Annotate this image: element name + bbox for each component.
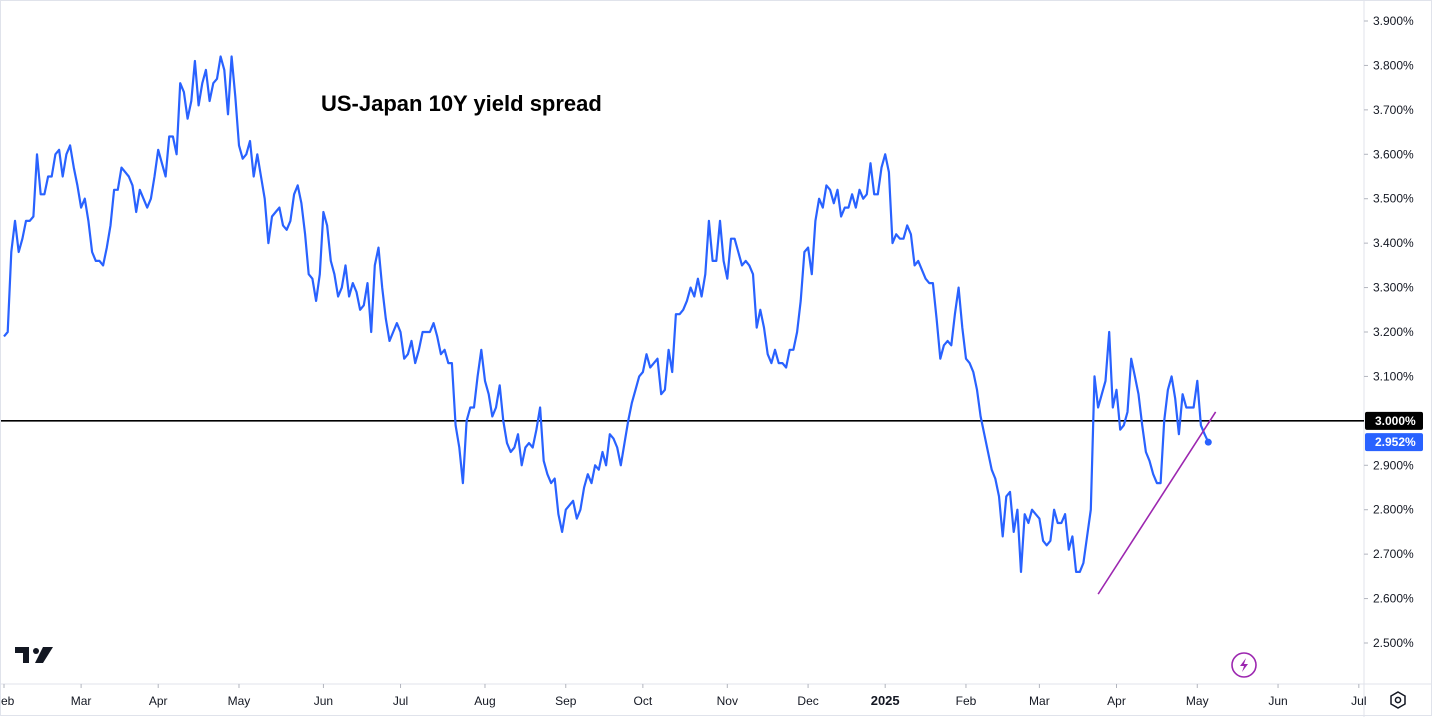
x-tick-label: Sep [555, 694, 577, 708]
x-tick-label: 2025 [871, 693, 900, 708]
x-tick-label: May [228, 694, 251, 708]
x-tick-label: Oct [634, 694, 653, 708]
y-tick-label: 3.400% [1373, 236, 1414, 250]
last-value-badge-bg [1365, 433, 1423, 452]
y-tick-label: 2.900% [1373, 458, 1414, 472]
lightning-bolt-icon[interactable] [1231, 652, 1257, 678]
x-tick-label: Jun [314, 694, 333, 708]
y-tick-label: 3.500% [1373, 192, 1414, 206]
y-tick-label: 3.200% [1373, 325, 1414, 339]
y-tick-label: 2.700% [1373, 547, 1414, 561]
plot-area [1, 55, 1364, 595]
x-tick-label: Feb [1, 694, 15, 708]
x-tick-label: Mar [71, 694, 92, 708]
x-tick-label: Jul [1351, 694, 1366, 708]
settings-gear-icon[interactable] [1390, 691, 1406, 709]
y-tick-label: 3.100% [1373, 369, 1414, 383]
y-tick-label: 3.300% [1373, 281, 1414, 295]
x-tick-label: Jun [1268, 694, 1287, 708]
reference-value-badge-bg [1365, 411, 1423, 430]
y-tick-label: 3.700% [1373, 103, 1414, 117]
x-tick-label: Aug [474, 694, 495, 708]
chart-title: US-Japan 10Y yield spread [321, 91, 602, 116]
y-tick-label: 2.600% [1373, 592, 1414, 606]
x-tick-label: Apr [1107, 694, 1126, 708]
y-tick-label: 2.800% [1373, 503, 1414, 517]
x-tick-label: May [1186, 694, 1209, 708]
price-badges: 3.000% 2.952% [1365, 411, 1423, 452]
x-tick-label: Apr [149, 694, 168, 708]
last-value-badge: 2.952% [1375, 435, 1416, 449]
x-tick-label: Mar [1029, 694, 1050, 708]
tradingview-logo-icon[interactable] [15, 647, 53, 663]
y-tick-label: 2.500% [1373, 636, 1414, 650]
series-line[interactable] [3, 55, 1210, 574]
x-tick-label: Dec [797, 694, 818, 708]
trendline[interactable] [1097, 411, 1217, 595]
x-tick-label: Feb [956, 694, 977, 708]
x-tick-label: Jul [393, 694, 408, 708]
y-tick-label: 3.800% [1373, 58, 1414, 72]
time-axis[interactable]: Feb Mar Apr May Jun Jul Aug Sep Oct Nov Dec 2025 Feb… [0, 684, 1366, 708]
y-tick-label: 3.600% [1373, 147, 1414, 161]
x-tick-label: Nov [717, 694, 738, 708]
reference-value-badge: 3.000% [1375, 414, 1416, 428]
price-axis[interactable]: 3.900% 3.800% 3.700% 3.600% 3.500% 3.400% 3.30… [1364, 14, 1414, 650]
y-tick-label: 3.900% [1373, 14, 1414, 28]
last-point [1204, 438, 1212, 446]
